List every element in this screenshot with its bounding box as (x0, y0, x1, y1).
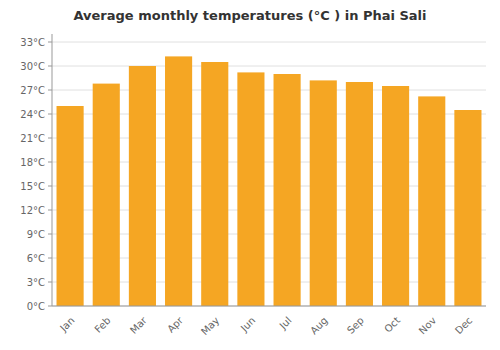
y-tick-label: 18°C (20, 157, 45, 168)
x-tick-label: Jan (57, 315, 76, 334)
bar (165, 56, 192, 306)
y-tick-label: 30°C (20, 61, 45, 72)
grid-line (52, 306, 486, 307)
x-tick-label: Nov (417, 315, 439, 337)
tick-mark (48, 138, 52, 139)
x-tick-label: Jun (238, 315, 258, 335)
chart-svg: Average monthly temperatures (°C ) in Ph… (0, 0, 500, 350)
x-axis: Jan Feb Mar Apr May Jun Jul Aug Sep Oct Nov Dec (57, 314, 474, 337)
y-tick-label: 24°C (20, 109, 45, 120)
x-tick-label: Jul (277, 315, 294, 332)
chart-container: Average monthly temperatures (°C ) in Ph… (0, 0, 500, 350)
x-tick-label: Sep (345, 315, 366, 336)
x-tick-label: Mar (128, 314, 150, 336)
y-tick-label: 3°C (27, 277, 45, 288)
bar (310, 80, 337, 306)
tick-mark (48, 282, 52, 283)
y-tick-label: 21°C (20, 133, 45, 144)
y-tick-label: 6°C (27, 253, 45, 264)
x-axis-line (52, 306, 486, 307)
tick-mark (48, 90, 52, 91)
y-tick-label: 33°C (20, 37, 45, 48)
tick-mark (48, 258, 52, 259)
y-axis: 0°C 3°C 6°C 9°C 12°C 15°C 18°C 21°C 24°C 27°C 30°C… (20, 37, 486, 312)
page: {"chart_data": {"type": "bar", "title": … (0, 0, 500, 350)
tick-mark (48, 234, 52, 235)
tick-mark (48, 114, 52, 115)
tick-mark (48, 162, 52, 163)
grid-line (52, 42, 486, 43)
bar (382, 86, 409, 306)
y-tick-label: 9°C (27, 229, 45, 240)
x-tick-label: Dec (453, 315, 474, 336)
x-tick-label: Aug (308, 315, 330, 337)
tick-mark (48, 210, 52, 211)
bar (418, 96, 445, 306)
bar (57, 106, 84, 306)
bar (454, 110, 481, 306)
x-tick-label: Oct (382, 315, 402, 335)
bar (201, 62, 228, 306)
x-tick-label: Apr (165, 314, 186, 335)
title: Average monthly temperatures (°C ) in Ph… (73, 8, 426, 23)
bar (274, 74, 301, 306)
grid-line (52, 66, 486, 67)
tick-mark (48, 306, 52, 307)
tick-mark (48, 186, 52, 187)
axes (52, 34, 486, 306)
y-tick-label: 12°C (20, 205, 45, 216)
bar (93, 84, 120, 306)
y-axis-line (52, 34, 53, 306)
tick-mark (48, 66, 52, 67)
tick-mark (48, 42, 52, 43)
x-tick-label: May (199, 315, 221, 337)
bar (129, 66, 156, 306)
bar (346, 82, 373, 306)
bar (237, 72, 264, 306)
x-tick-label: Feb (92, 315, 112, 335)
y-tick-label: 27°C (20, 85, 45, 96)
y-tick-label: 0°C (27, 301, 45, 312)
bars (57, 56, 482, 306)
y-tick-label: 15°C (20, 181, 45, 192)
